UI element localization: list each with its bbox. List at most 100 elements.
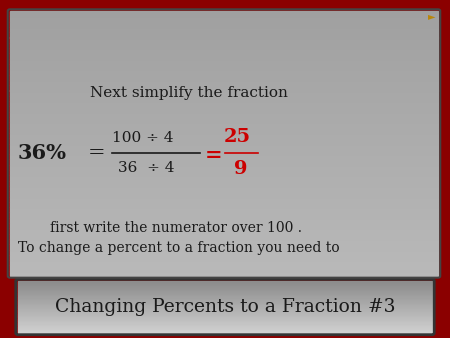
Bar <box>10 160 438 165</box>
Bar <box>18 306 432 307</box>
Bar <box>18 299 432 300</box>
Bar <box>18 302 432 303</box>
Bar <box>18 298 432 299</box>
Bar <box>18 285 432 286</box>
Bar <box>10 265 438 271</box>
Bar <box>18 290 432 291</box>
Bar <box>18 310 432 311</box>
Bar <box>18 288 432 289</box>
Bar <box>10 106 438 112</box>
Bar <box>10 133 438 138</box>
Bar <box>10 38 438 43</box>
Bar <box>18 305 432 306</box>
Bar <box>18 331 432 332</box>
Bar <box>10 112 438 117</box>
Text: 100 ÷ 4: 100 ÷ 4 <box>112 131 174 145</box>
Bar <box>10 122 438 128</box>
Text: ►: ► <box>428 11 436 21</box>
Bar <box>10 165 438 170</box>
Bar <box>10 117 438 122</box>
Bar <box>18 293 432 294</box>
Bar <box>18 317 432 319</box>
Bar <box>10 244 438 249</box>
Bar <box>10 212 438 218</box>
Text: =: = <box>88 144 106 163</box>
Bar <box>18 328 432 329</box>
Bar <box>18 286 432 288</box>
Bar <box>18 311 432 312</box>
Bar <box>10 175 438 180</box>
Text: 25: 25 <box>224 128 251 146</box>
Bar <box>10 75 438 80</box>
Bar <box>10 202 438 207</box>
Bar <box>10 101 438 106</box>
Bar <box>18 325 432 327</box>
Bar <box>18 312 432 314</box>
Bar <box>10 207 438 212</box>
Bar <box>10 22 438 27</box>
Text: To change a percent to a fraction you need to: To change a percent to a fraction you ne… <box>18 241 340 255</box>
Bar <box>10 59 438 64</box>
Bar <box>10 96 438 101</box>
Bar <box>10 218 438 223</box>
Text: Next simplify the fraction: Next simplify the fraction <box>90 86 288 100</box>
Bar <box>10 128 438 133</box>
Bar <box>18 307 432 308</box>
Bar <box>10 11 438 16</box>
Bar <box>18 321 432 322</box>
Bar <box>18 300 432 302</box>
Bar <box>10 249 438 255</box>
Bar <box>10 223 438 228</box>
Bar <box>10 32 438 38</box>
Bar <box>18 308 432 310</box>
Bar <box>18 327 432 328</box>
Bar <box>18 314 432 315</box>
Bar <box>18 332 432 333</box>
Text: first write the numerator over 100 .: first write the numerator over 100 . <box>50 221 302 235</box>
Bar <box>18 291 432 293</box>
Bar <box>10 149 438 154</box>
Bar <box>18 303 432 305</box>
Bar <box>10 53 438 59</box>
Bar <box>18 295 432 297</box>
Bar <box>10 180 438 186</box>
Bar <box>10 43 438 48</box>
Text: Changing Percents to a Fraction #3: Changing Percents to a Fraction #3 <box>55 298 395 316</box>
Bar <box>18 322 432 324</box>
Bar <box>10 85 438 91</box>
Bar <box>18 294 432 295</box>
Bar <box>18 297 432 298</box>
Bar <box>10 154 438 160</box>
Bar <box>10 228 438 234</box>
Bar <box>18 315 432 316</box>
Bar <box>18 316 432 317</box>
Text: =: = <box>205 145 223 165</box>
Bar <box>18 319 432 320</box>
Bar <box>10 27 438 32</box>
Bar <box>10 186 438 191</box>
Bar <box>10 80 438 85</box>
Bar <box>10 260 438 265</box>
Bar <box>10 64 438 69</box>
Bar <box>10 138 438 144</box>
Bar <box>10 16 438 22</box>
Bar <box>10 255 438 260</box>
Text: 36%: 36% <box>18 143 67 163</box>
Bar <box>10 69 438 75</box>
Bar <box>10 91 438 96</box>
Bar <box>18 289 432 290</box>
Bar <box>18 281 432 282</box>
Bar <box>18 320 432 321</box>
Text: 9: 9 <box>234 160 248 178</box>
Bar <box>10 239 438 244</box>
Bar <box>10 191 438 196</box>
Bar <box>10 170 438 175</box>
Bar <box>18 282 432 284</box>
Bar <box>18 284 432 285</box>
Bar <box>10 144 438 149</box>
Text: 36  ÷ 4: 36 ÷ 4 <box>118 161 175 175</box>
Bar <box>18 329 432 331</box>
Bar <box>18 324 432 325</box>
Bar <box>10 234 438 239</box>
Bar <box>10 48 438 53</box>
